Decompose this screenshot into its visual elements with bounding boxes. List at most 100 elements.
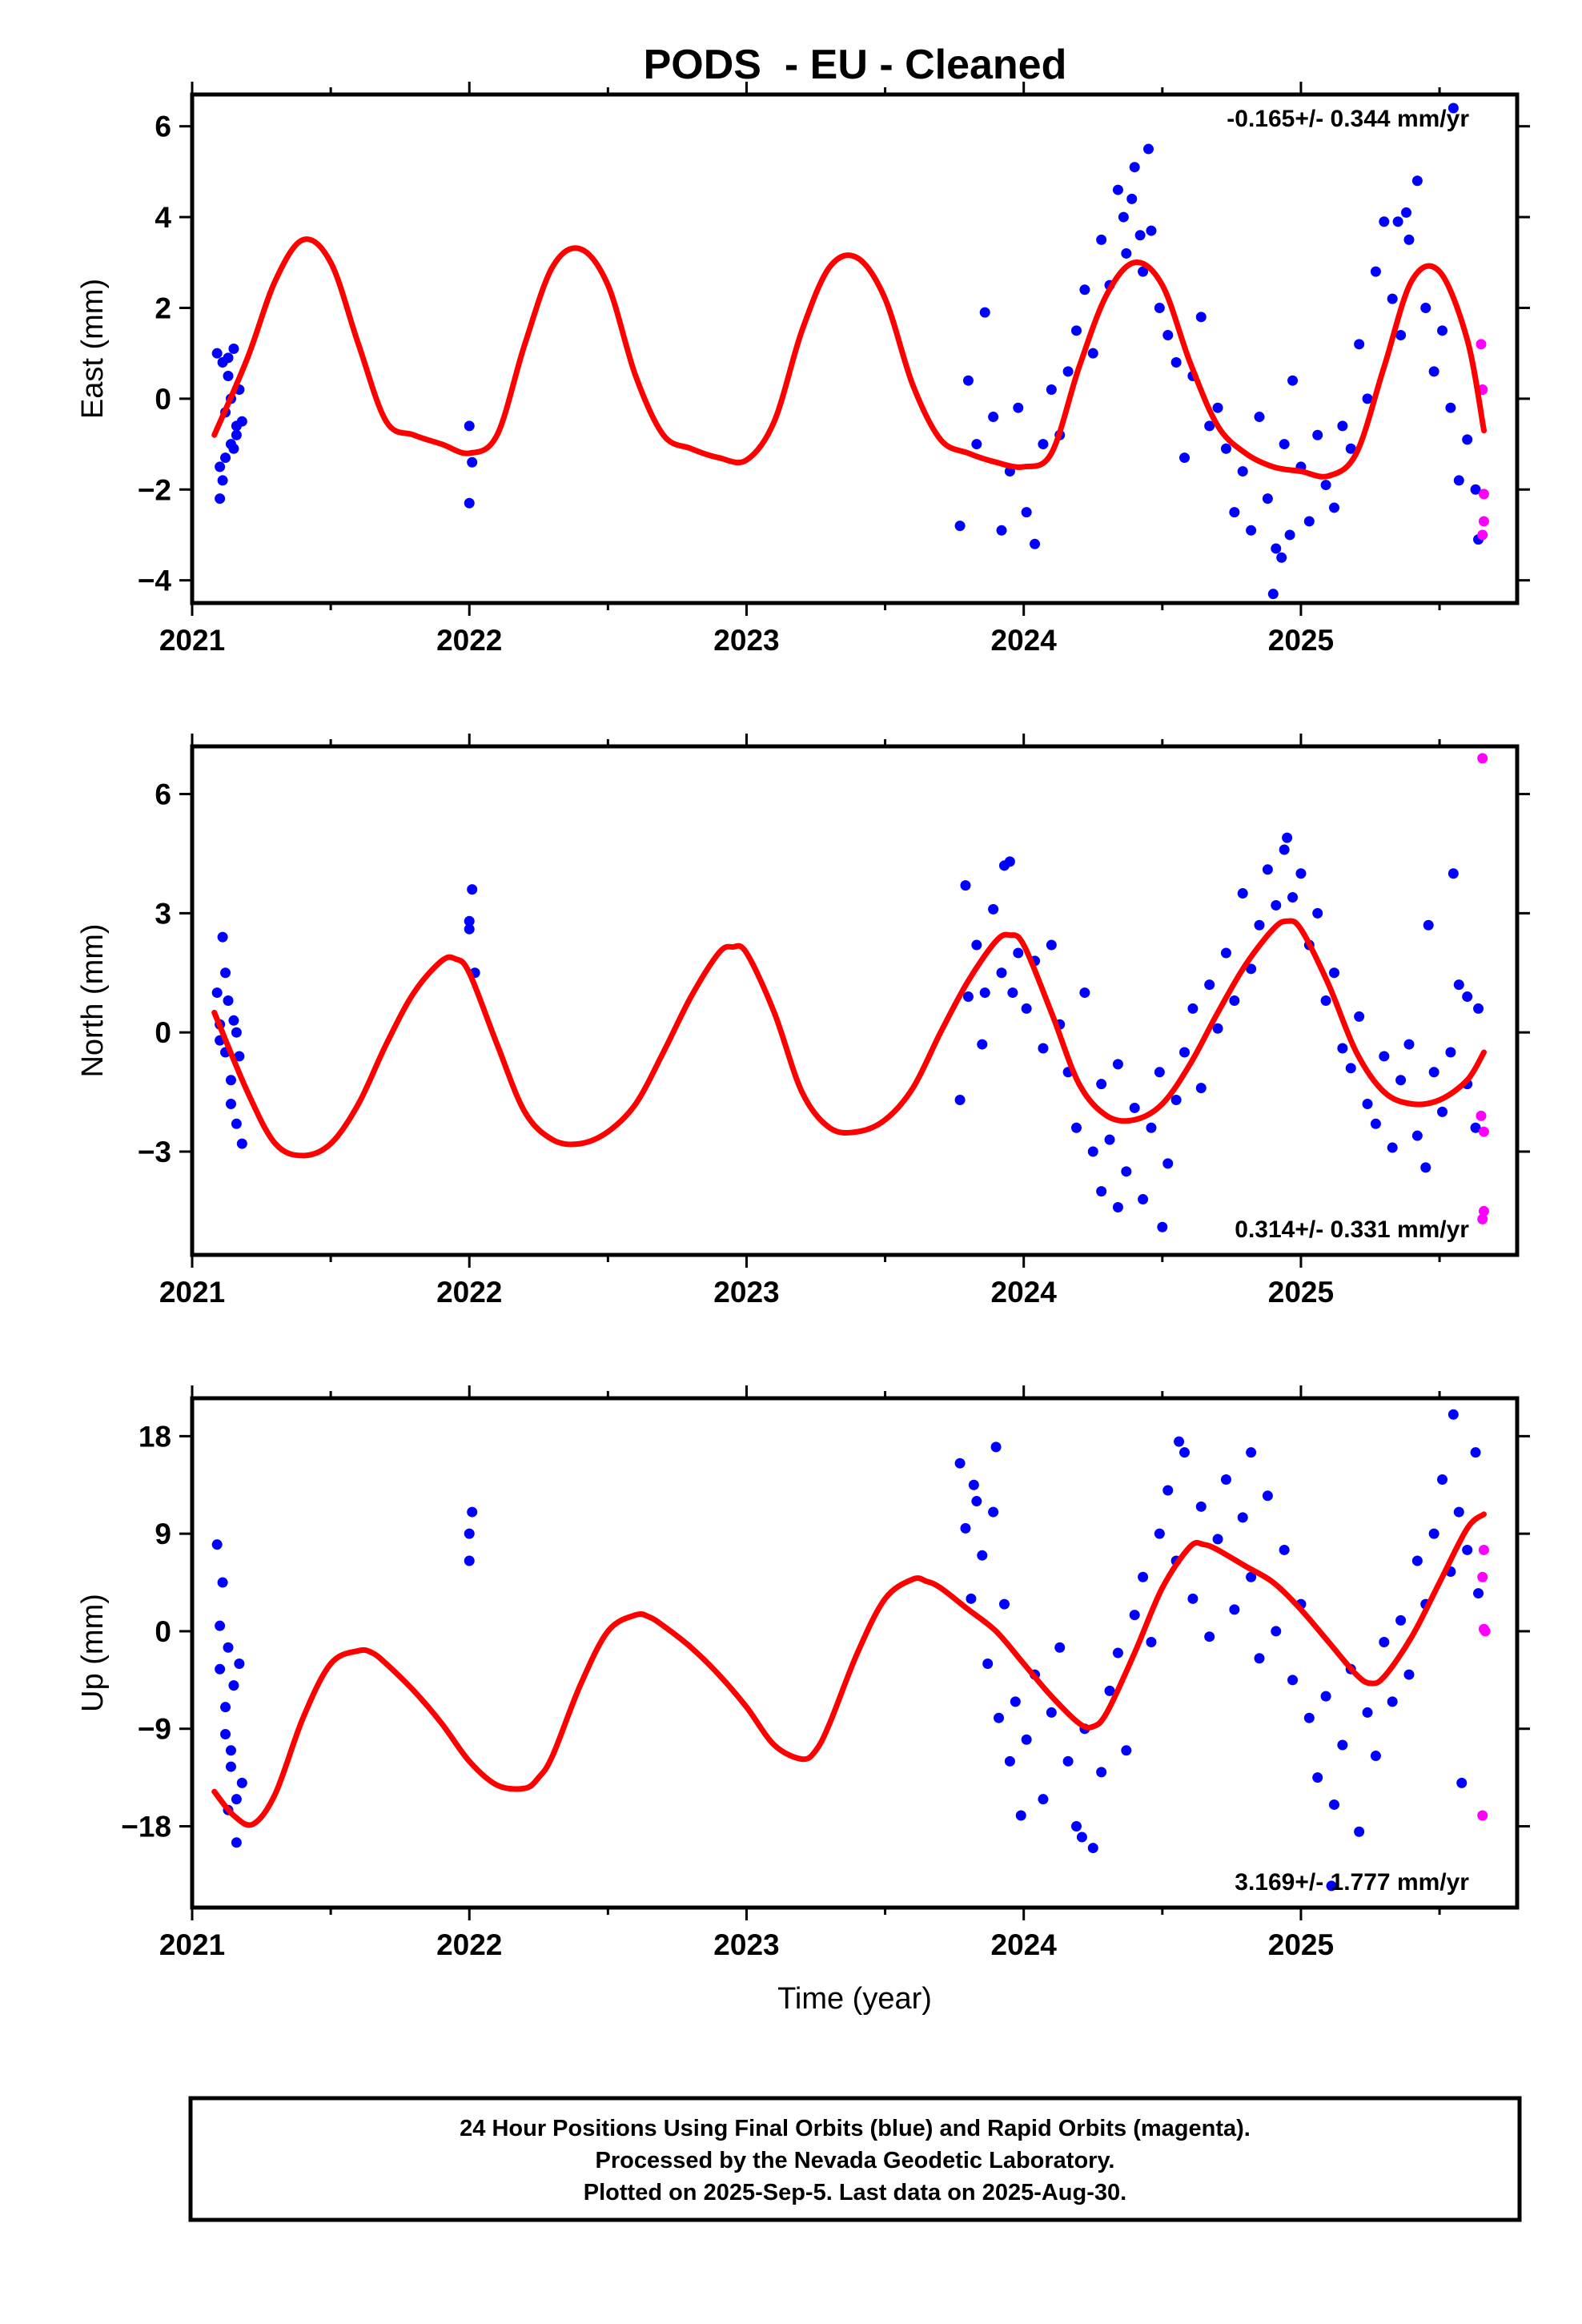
final-orbit-point [1138,1194,1149,1205]
final-orbit-point [1345,1063,1356,1074]
final-orbit-point [1262,864,1273,875]
final-orbit-point [1187,1593,1199,1604]
y-tick-label: 0 [155,1615,171,1648]
up-model-fit-line [211,1511,1487,1828]
final-orbit-point [1146,225,1157,236]
final-orbit-point [1146,1636,1157,1647]
final-orbit-point [1246,1571,1257,1582]
up-y-axis-label: Up (mm) [76,1594,110,1712]
final-orbit-point [1237,466,1248,477]
final-orbit-point [231,1118,242,1129]
final-orbit-point [1010,1696,1021,1707]
rapid-orbit-point [1478,1205,1489,1216]
final-orbit-point [1154,1528,1165,1539]
final-orbit-point [1254,412,1265,423]
final-orbit-point [1379,1051,1390,1062]
x-tick-label: 2023 [713,1276,779,1309]
final-orbit-point [1411,175,1423,187]
final-orbit-point [1138,266,1149,277]
final-orbit-point [1129,1610,1140,1621]
final-orbit-point [979,987,990,999]
final-orbit-point [1038,1043,1049,1054]
final-orbit-point [464,420,475,432]
x-tick-label: 2023 [713,1928,779,1961]
final-orbit-point [1362,1707,1373,1718]
east-y-ticks: −4 −2 0 2 4 6 [138,111,1530,597]
final-orbit-point [1473,1588,1484,1599]
north-rate-label: 0.314+/- 0.331 mm/yr [1235,1216,1469,1243]
final-orbit-point [231,1837,242,1848]
final-orbit-point [1445,1047,1456,1058]
final-orbit-point [1237,888,1248,899]
final-orbit-point [1204,1631,1215,1642]
final-orbit-point [464,1528,475,1539]
final-orbit-point [1162,1485,1174,1496]
final-orbit-point [1420,302,1431,313]
x-axis-label: Time (year) [777,1982,932,2016]
final-orbit-point [1087,1146,1098,1157]
final-orbit-point [1370,1751,1381,1762]
final-orbit-point [234,1659,245,1670]
final-orbit-point [231,429,242,440]
final-orbit-point [1271,1626,1282,1637]
final-orbit-point [1162,329,1174,340]
final-orbit-point [1157,1221,1168,1232]
final-orbit-point [1428,1528,1439,1539]
final-orbit-point [1126,193,1138,204]
final-orbit-point [1038,1794,1049,1805]
north-y-axis-label: North (mm) [76,923,110,1077]
final-orbit-point [215,493,226,505]
final-orbit-point [234,1051,245,1062]
final-orbit-point [1096,1186,1107,1197]
final-orbit-point [1287,375,1299,386]
final-orbit-point [1195,312,1207,323]
final-orbit-point [1295,868,1307,879]
final-orbit-point [1453,1506,1464,1518]
final-orbit-point [215,461,226,472]
final-orbit-point [1326,1880,1337,1892]
up-x-ticks: 2021 2022 2023 2024 2025 [159,1385,1441,1961]
final-orbit-point [1179,1447,1191,1458]
north-model-fit-line [211,918,1487,1159]
north-plot-area [211,753,1489,1232]
final-orbit-point [1118,211,1129,223]
final-orbit-point [1337,1739,1348,1751]
y-tick-label: 9 [155,1518,171,1550]
final-orbit-point [1004,1755,1015,1767]
final-orbit-point [1013,947,1024,959]
final-orbit-point [1447,1409,1459,1420]
final-orbit-point [1462,1544,1473,1555]
final-orbit-point [1170,1095,1182,1106]
final-orbit-point [1220,947,1231,959]
final-orbit-point [1021,1734,1032,1745]
final-orbit-point [1337,1043,1348,1054]
final-orbit-point [960,1522,971,1534]
final-orbit-point [223,352,234,364]
final-orbit-point [1262,493,1273,505]
final-orbit-point [1453,475,1464,486]
final-orbit-point [1354,1011,1365,1022]
final-orbit-point [998,1598,1010,1610]
footer-line-3: Plotted on 2025-Sep-5. Last data on 2025… [584,2180,1126,2205]
final-orbit-point [223,1642,234,1653]
final-orbit-point [1212,1023,1223,1034]
final-orbit-point [1112,1059,1123,1070]
final-orbit-point [1013,402,1024,413]
final-orbit-point [1229,995,1240,1006]
east-x-ticks: 2021 2022 2023 2024 2025 [159,82,1441,657]
x-tick-label: 2021 [159,1276,225,1309]
final-orbit-point [1179,452,1191,464]
final-orbit-point [464,923,475,935]
final-orbit-point [1437,325,1448,336]
final-orbit-point [1170,357,1182,368]
north-y-ticks: −3 0 3 6 [138,778,1530,1168]
final-orbit-point [960,880,971,891]
final-orbit-point [971,439,982,450]
final-orbit-point [225,1098,236,1109]
east-model-fit-line [211,236,1487,480]
final-orbit-point [1428,366,1439,377]
final-orbit-point [1154,302,1165,313]
y-tick-label: 0 [155,1016,171,1049]
final-orbit-point [971,1496,982,1507]
